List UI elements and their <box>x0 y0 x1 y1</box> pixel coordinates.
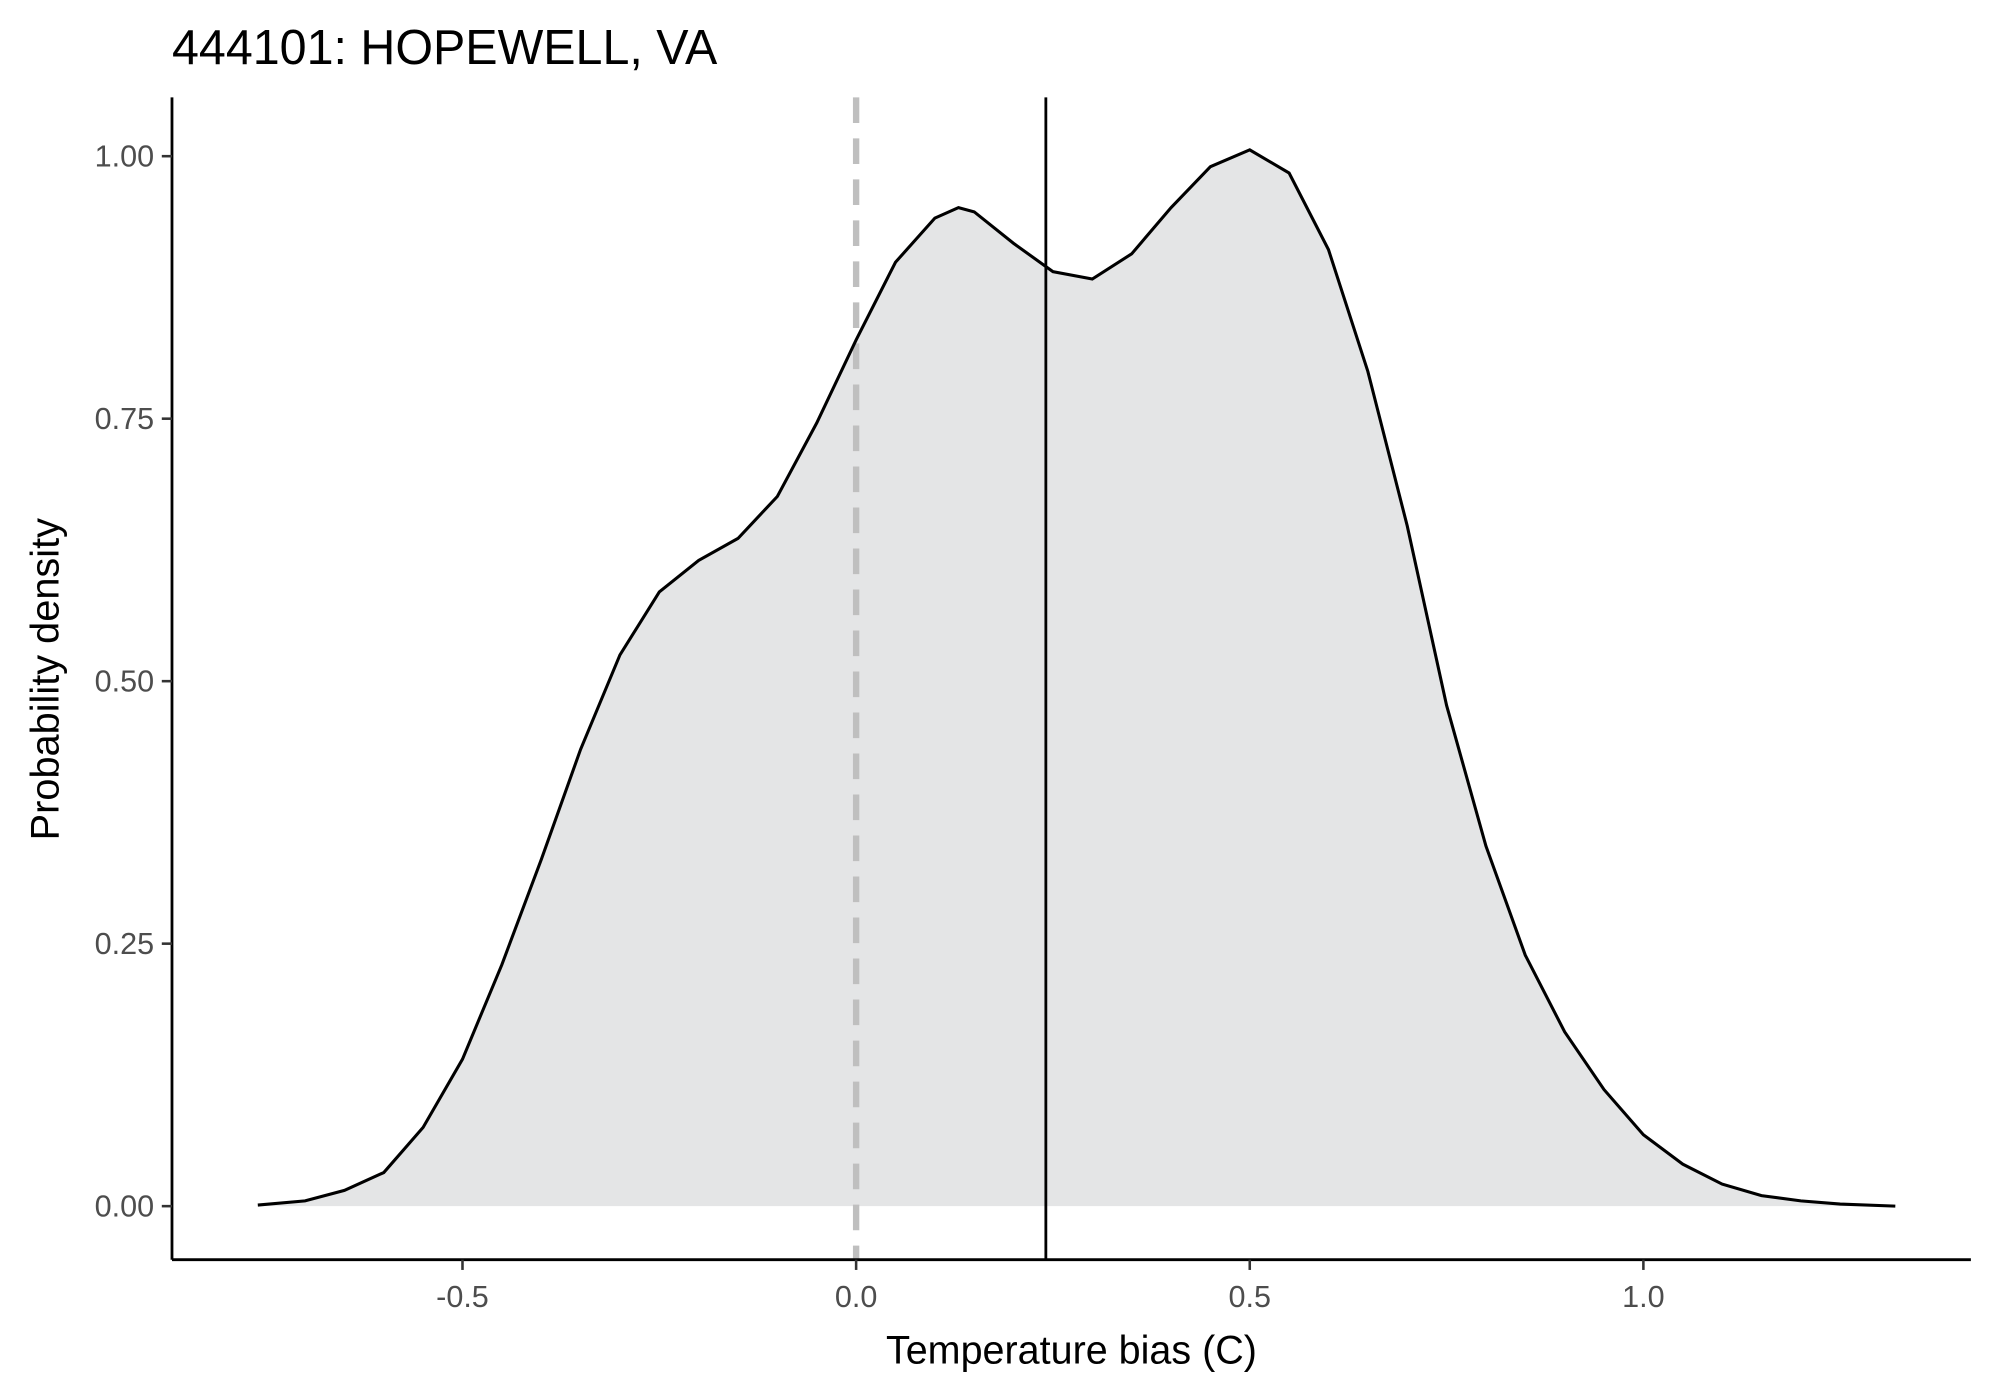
y-tick-label: 0.75 <box>95 402 154 436</box>
density-line <box>257 148 1896 1208</box>
y-tick-label: 0.00 <box>95 1189 154 1223</box>
y-tick-label: 0.25 <box>95 927 154 961</box>
chart-title: 444101: HOPEWELL, VA <box>172 21 718 75</box>
density-area <box>257 149 1896 1207</box>
x-tick-label: 0.5 <box>1229 1280 1272 1314</box>
x-tick-label: 0.0 <box>835 1280 878 1314</box>
plot-area: 0.00 0.25 0.50 0.75 1.00 -0.5 0.0 0.5 1.0 <box>95 97 1971 1314</box>
y-tick-label: 0.50 <box>95 664 154 698</box>
y-tick-label: 1.00 <box>95 139 154 173</box>
x-tick-label: 1.0 <box>1622 1280 1665 1314</box>
x-tick-label: -0.5 <box>436 1280 489 1314</box>
x-axis-label: Temperature bias (C) <box>886 1328 1257 1372</box>
y-axis-label: Probability density <box>24 518 68 841</box>
